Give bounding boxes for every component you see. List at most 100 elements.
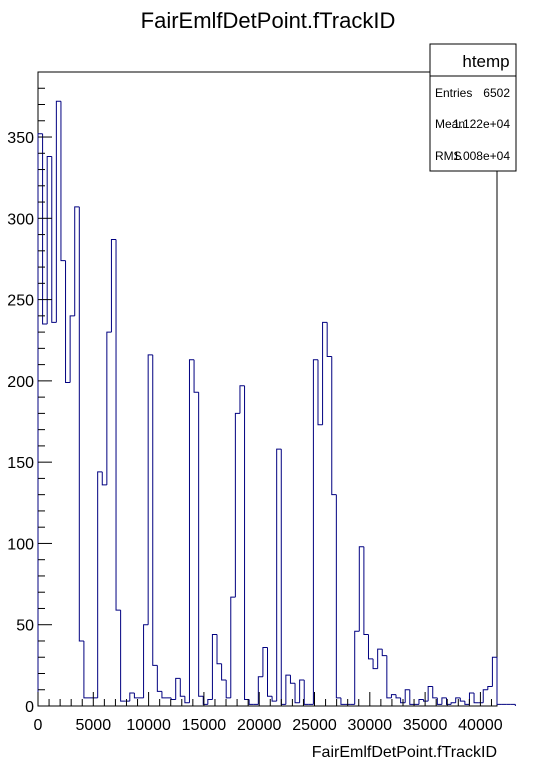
histogram-bin	[312, 359, 318, 705]
histogram-bin	[60, 101, 66, 262]
x-axis-title: FairEmlfDetPoint.fTrackID	[312, 744, 497, 761]
histogram-bin	[432, 686, 438, 699]
histogram-bin	[496, 657, 502, 705]
histogram-bin	[188, 359, 195, 703]
histogram-bin	[267, 647, 273, 697]
y-tick-label: 150	[7, 455, 34, 472]
histogram-bin	[441, 697, 447, 705]
histogram-series	[37, 100, 516, 706]
y-tick-label: 250	[7, 293, 34, 310]
histogram-bin	[395, 694, 401, 699]
histogram-bin	[69, 315, 75, 383]
stats-title: htemp	[462, 52, 509, 71]
histogram-bin	[156, 665, 162, 692]
histogram-bin	[147, 354, 153, 625]
histogram-bin	[230, 596, 236, 698]
histogram-bin	[193, 359, 199, 393]
stats-box: htemp Entries 6502 Mean 1.122e+04 RMS 1.…	[429, 43, 517, 172]
histogram-bin	[280, 449, 286, 705]
histogram-bin	[97, 471, 103, 698]
histogram-bin	[175, 677, 181, 700]
histogram-bin	[464, 701, 470, 705]
histogram-bin	[289, 675, 296, 684]
histogram-bin	[78, 206, 84, 642]
histogram-bin	[271, 696, 277, 702]
x-tick-label: 5000	[76, 717, 112, 734]
histogram-bin	[326, 322, 332, 357]
histogram-bin	[211, 633, 218, 700]
histogram-bin	[239, 385, 245, 414]
histogram-bin	[143, 624, 149, 698]
histogram-bin	[459, 697, 465, 702]
histogram-bin	[455, 697, 461, 703]
histogram-bin	[234, 412, 240, 598]
histogram-bin	[400, 697, 406, 704]
stats-mean-label: Mean	[435, 117, 465, 131]
histogram-bin	[129, 692, 135, 702]
y-tick-label: 50	[16, 618, 34, 635]
histogram-bin	[115, 239, 121, 611]
histogram-bin	[37, 133, 43, 706]
histogram-bin	[65, 260, 71, 383]
histogram-bin	[216, 634, 222, 665]
x-tick-label: 30000	[348, 717, 393, 734]
histogram-bin	[423, 699, 429, 702]
histogram-bin	[358, 546, 364, 632]
histogram-bin	[409, 689, 415, 705]
stats-box-border	[429, 43, 517, 172]
histogram-bin	[248, 699, 254, 705]
histogram-bin	[110, 238, 117, 333]
histogram-bin	[446, 697, 452, 705]
histogram-bin	[42, 133, 48, 325]
histogram-bin	[133, 692, 139, 699]
histogram-bin	[152, 354, 158, 666]
histogram-bin	[184, 696, 190, 704]
histogram-bin	[120, 610, 126, 702]
histogram-bin	[170, 697, 176, 700]
stats-rms-value: 1.008e+04	[453, 149, 510, 163]
histogram-bin	[487, 685, 493, 690]
histogram-bin	[450, 702, 456, 705]
histogram-bin	[427, 685, 433, 702]
histogram-bin	[221, 663, 227, 681]
histogram-bin	[335, 494, 341, 699]
y-tick-label: 0	[25, 699, 34, 716]
stats-rms-label: RMS	[435, 149, 462, 163]
x-tick-label: 40000	[458, 717, 503, 734]
y-tick-label: 200	[7, 374, 34, 391]
histogram-bin	[354, 630, 360, 705]
x-tick-label: 15000	[182, 717, 227, 734]
histogram-bin	[404, 689, 410, 703]
stats-entries-label: Entries	[435, 86, 472, 100]
histogram-bin	[207, 699, 213, 705]
histogram-bin	[381, 649, 387, 657]
histogram-bin	[482, 689, 488, 703]
x-tick-label: 20000	[237, 717, 282, 734]
histogram-bin	[46, 156, 52, 324]
histogram-bin	[262, 646, 268, 677]
histogram-bin	[468, 692, 475, 705]
histogram-bin	[106, 331, 112, 485]
histogram-bin	[363, 546, 369, 635]
stats-entries-value: 6502	[483, 86, 510, 100]
histogram-bin	[322, 321, 328, 425]
chart-title: FairEmlfDetPoint.fTrackID	[141, 8, 396, 33]
histogram-bin	[386, 655, 392, 699]
x-tick-label: 25000	[292, 717, 337, 734]
x-tick-label: 0	[34, 717, 43, 734]
histogram-bin	[257, 676, 263, 705]
axes: 0 5000 10000 15000 20000 25000 30000 35000 40000…	[7, 87, 503, 734]
histogram-bin	[179, 678, 185, 697]
histogram-bin	[340, 697, 346, 705]
histogram-bin	[198, 392, 204, 697]
histogram-bin	[418, 699, 424, 705]
y-tick-label: 350	[7, 130, 34, 147]
histogram-bin	[285, 674, 291, 705]
histogram-bin	[436, 697, 442, 705]
histogram-bin	[473, 692, 479, 704]
stats-mean-value: 1.122e+04	[453, 117, 510, 131]
histogram-bin	[276, 448, 282, 702]
histogram-bin	[299, 679, 305, 703]
y-tick-label: 300	[7, 211, 34, 228]
